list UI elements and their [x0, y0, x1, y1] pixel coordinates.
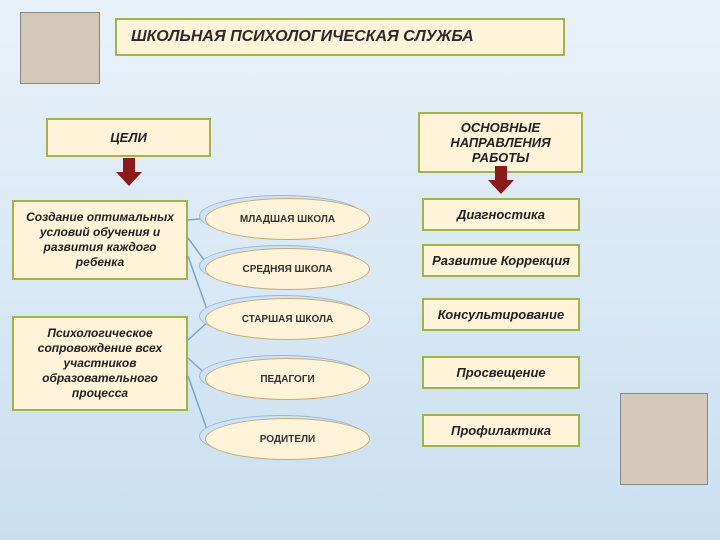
direction-diagnostics: Диагностика [422, 198, 580, 231]
ellipse-label: СРЕДНЯЯ ШКОЛА [205, 248, 370, 290]
page-title: ШКОЛЬНАЯ ПСИХОЛОГИЧЕСКАЯ СЛУЖБА [115, 18, 565, 56]
ellipse-label: МЛАДШАЯ ШКОЛА [205, 198, 370, 240]
ellipse-senior-school: СТАРШАЯ ШКОЛА [205, 298, 370, 340]
ellipse-label: СТАРШАЯ ШКОЛА [205, 298, 370, 340]
ellipse-teachers: ПЕДАГОГИ [205, 358, 370, 400]
ellipse-label: РОДИТЕЛИ [205, 418, 370, 460]
ellipse-middle-school: СРЕДНЯЯ ШКОЛА [205, 248, 370, 290]
direction-prevention: Профилактика [422, 414, 580, 447]
goal-box-2: Психологическое сопровождение всех участ… [12, 316, 188, 411]
ellipse-junior-school: МЛАДШАЯ ШКОЛА [205, 198, 370, 240]
photo-bottom-right [620, 393, 708, 485]
direction-development: Развитие Коррекция [422, 244, 580, 277]
directions-header: ОСНОВНЫЕ НАПРАВЛЕНИЯ РАБОТЫ [418, 112, 583, 173]
direction-education: Просвещение [422, 356, 580, 389]
direction-consulting: Консультирование [422, 298, 580, 331]
arrow-down-directions [488, 166, 514, 194]
ellipse-parents: РОДИТЕЛИ [205, 418, 370, 460]
photo-top-left [20, 12, 100, 84]
goal-box-1: Создание оптимальных условий обучения и … [12, 200, 188, 280]
ellipse-label: ПЕДАГОГИ [205, 358, 370, 400]
arrow-down-goals [116, 158, 142, 186]
goals-header: ЦЕЛИ [46, 118, 211, 157]
